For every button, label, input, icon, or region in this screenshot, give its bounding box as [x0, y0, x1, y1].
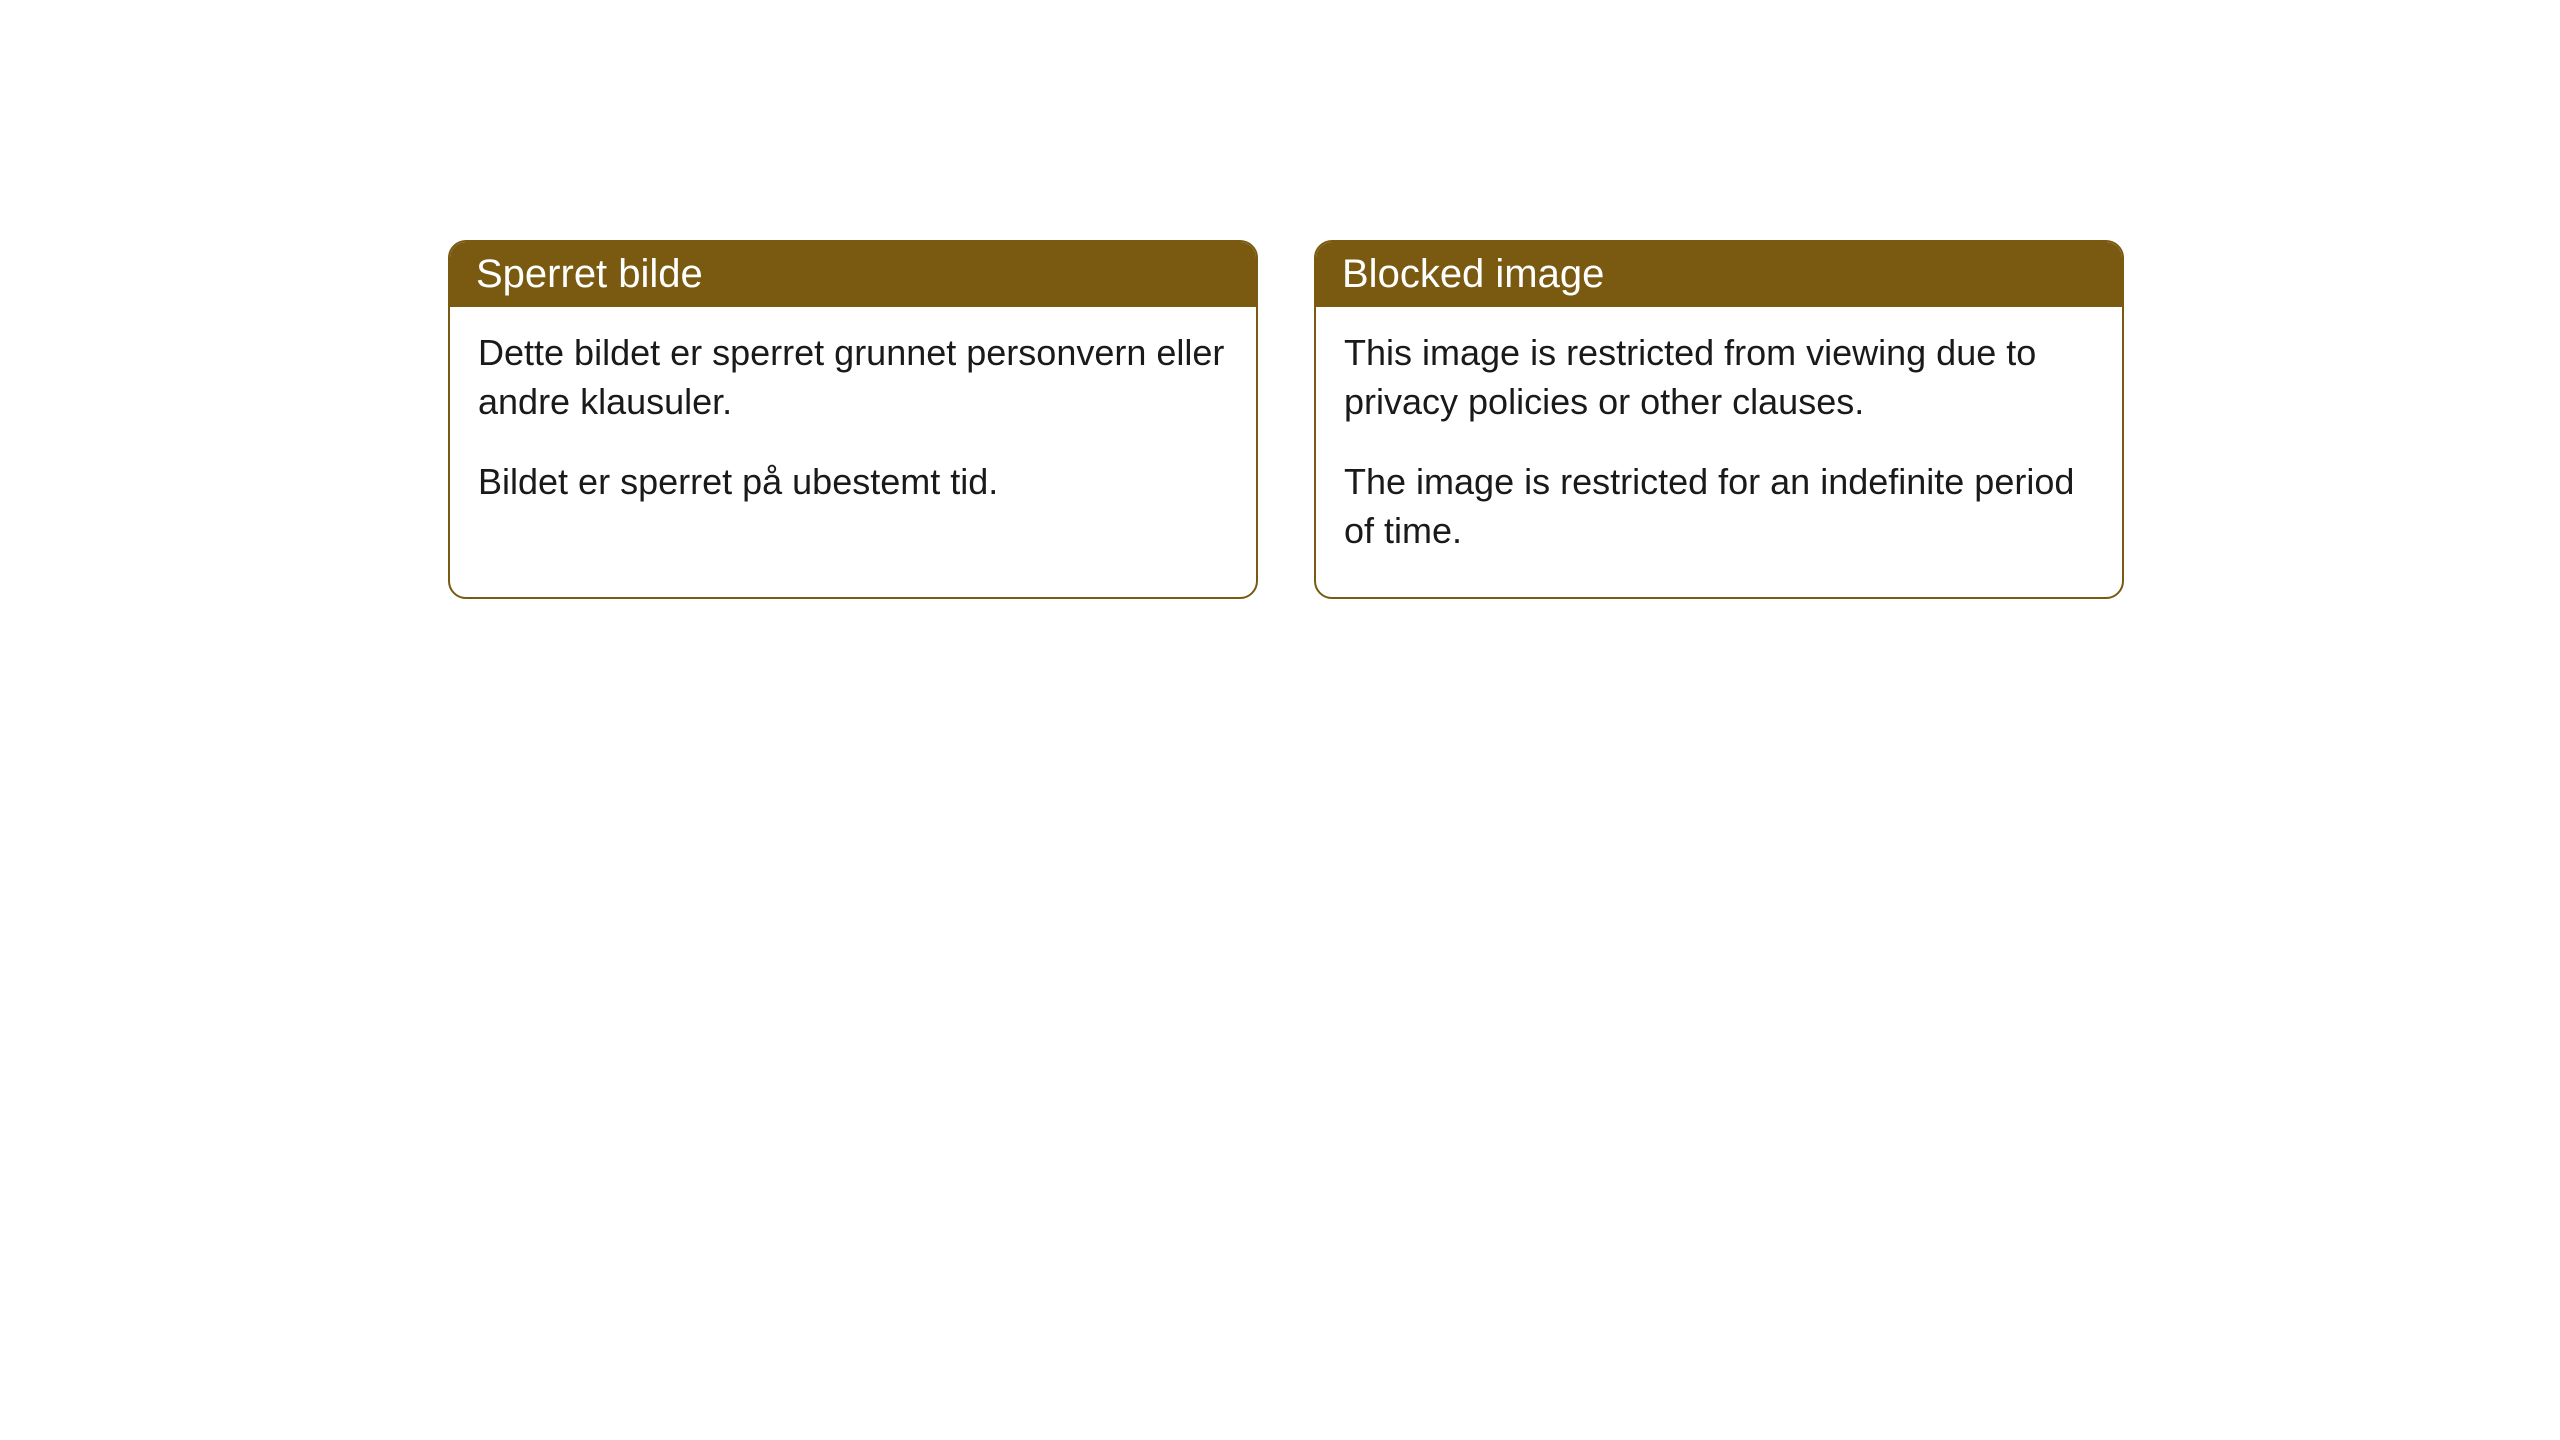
- card-text-norwegian-2: Bildet er sperret på ubestemt tid.: [478, 458, 1228, 507]
- card-norwegian: Sperret bilde Dette bildet er sperret gr…: [448, 240, 1258, 599]
- card-header-norwegian: Sperret bilde: [450, 242, 1256, 307]
- card-text-english-2: The image is restricted for an indefinit…: [1344, 458, 2094, 555]
- card-text-norwegian-1: Dette bildet er sperret grunnet personve…: [478, 329, 1228, 426]
- card-text-english-1: This image is restricted from viewing du…: [1344, 329, 2094, 426]
- card-body-english: This image is restricted from viewing du…: [1316, 307, 2122, 597]
- card-body-norwegian: Dette bildet er sperret grunnet personve…: [450, 307, 1256, 549]
- cards-container: Sperret bilde Dette bildet er sperret gr…: [0, 0, 2560, 599]
- card-english: Blocked image This image is restricted f…: [1314, 240, 2124, 599]
- card-header-english: Blocked image: [1316, 242, 2122, 307]
